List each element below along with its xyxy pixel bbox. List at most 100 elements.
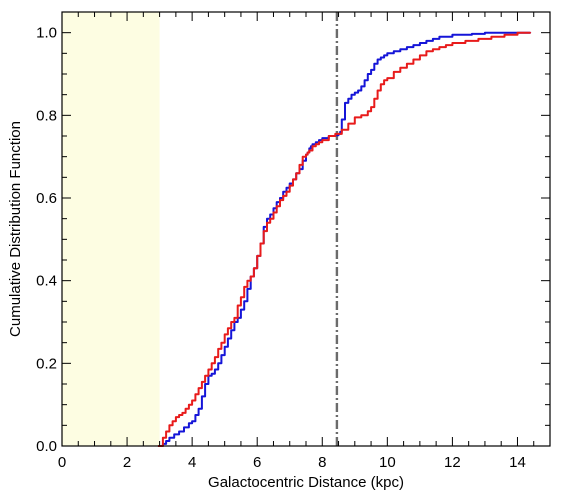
series-1-point <box>357 89 359 92</box>
series-1-point <box>211 373 213 375</box>
shaded-region-layer <box>62 12 160 446</box>
series-2-point <box>269 218 271 220</box>
series-1-point <box>289 182 291 185</box>
series-2-point <box>307 151 309 154</box>
series-2-point <box>295 172 297 174</box>
y-tick-label: 0.4 <box>36 273 57 290</box>
series-1-point <box>311 143 314 145</box>
series-1-point <box>503 32 506 34</box>
series-2-point <box>438 46 440 48</box>
series-1-point <box>310 145 312 147</box>
series-2-point <box>162 437 164 439</box>
series-1-point <box>183 426 185 428</box>
series-2-point <box>220 342 222 344</box>
series-1-point <box>201 395 203 397</box>
series-2-point <box>256 255 258 257</box>
series-1-point <box>285 187 288 189</box>
series-1-point <box>230 329 232 331</box>
x-tick-label: 10 <box>379 454 396 471</box>
x-tick-label: 8 <box>318 454 326 471</box>
y-tick-label: 0.8 <box>36 107 57 124</box>
series-2-point <box>490 36 492 38</box>
series-2-point <box>191 399 193 402</box>
series-1-point <box>451 34 453 36</box>
series-1-point <box>380 56 382 59</box>
series-2-point <box>185 408 187 410</box>
series-2-point <box>282 195 284 197</box>
x-tick-label: 14 <box>509 454 526 471</box>
series-1-point <box>471 33 473 35</box>
series-line-1 <box>158 31 531 447</box>
series-2-point <box>377 89 379 92</box>
series-1-point <box>168 437 170 439</box>
series-1-point <box>419 42 421 44</box>
series-2-point <box>240 296 242 298</box>
series-2-point <box>367 110 369 112</box>
series-2-point <box>243 286 245 288</box>
series-2-point <box>529 32 532 34</box>
series-1-point <box>204 383 206 385</box>
series-1-point <box>263 226 265 228</box>
series-2-point <box>341 129 343 131</box>
series-2-point <box>412 58 414 61</box>
series-2-point <box>386 77 388 79</box>
series-1-point <box>350 94 353 96</box>
series-2-point <box>259 242 262 245</box>
series-2-point <box>165 430 167 433</box>
series-2-point <box>198 387 200 389</box>
series-2-point <box>477 38 479 40</box>
series-2-point <box>279 199 281 201</box>
series-2-point <box>204 375 206 377</box>
series-2-point <box>292 178 294 180</box>
series-1-point <box>347 98 349 100</box>
series-1-point <box>341 118 343 121</box>
series-1-point <box>370 69 372 71</box>
series-1-point <box>445 36 447 38</box>
series-1-point <box>198 408 200 410</box>
series-2-point <box>214 356 216 358</box>
y-axis-label: Cumulative Distribution Function <box>7 121 24 337</box>
series-1-point <box>367 73 369 75</box>
series-1-point <box>224 346 226 348</box>
series-1-point <box>364 79 366 81</box>
series-2-point <box>250 275 252 278</box>
series-1-point <box>344 102 346 104</box>
series-1-point <box>484 32 486 34</box>
series-1-point <box>282 191 284 193</box>
series-line-2 <box>158 31 531 447</box>
x-tick-label: 0 <box>58 454 66 471</box>
series-2-point <box>227 327 229 329</box>
series-1-point <box>165 440 167 442</box>
series-1-point <box>188 422 190 424</box>
series-2-point <box>181 412 183 414</box>
series-1-point <box>438 36 440 38</box>
series-1-point <box>173 433 175 435</box>
series-1-point <box>191 420 193 422</box>
series-2-point <box>207 368 209 371</box>
y-tick-label: 1.0 <box>36 25 57 42</box>
series-2-point <box>360 114 362 116</box>
series-2-point <box>516 32 519 34</box>
series-2-point <box>321 139 323 141</box>
series-2-point <box>503 34 506 36</box>
series-2-point <box>370 106 372 108</box>
series-2-point <box>253 267 255 269</box>
series-2-point <box>298 164 301 166</box>
series-1-point <box>227 337 229 340</box>
series-2-point <box>406 63 408 65</box>
series-1-point <box>324 137 327 139</box>
series-1-point <box>406 46 408 48</box>
x-tick-label: 4 <box>188 454 196 471</box>
series-2-point <box>211 362 213 364</box>
series-2-point <box>272 211 275 214</box>
shaded-region <box>62 12 160 446</box>
series-2-point <box>188 404 190 406</box>
series-1-point <box>308 147 310 149</box>
series-1-point <box>494 32 496 34</box>
series-2-point <box>246 280 248 282</box>
series-2-point <box>380 83 382 85</box>
series-1-point <box>246 288 248 290</box>
series-2-point <box>305 154 307 156</box>
tick-marks-layer <box>61 11 551 447</box>
